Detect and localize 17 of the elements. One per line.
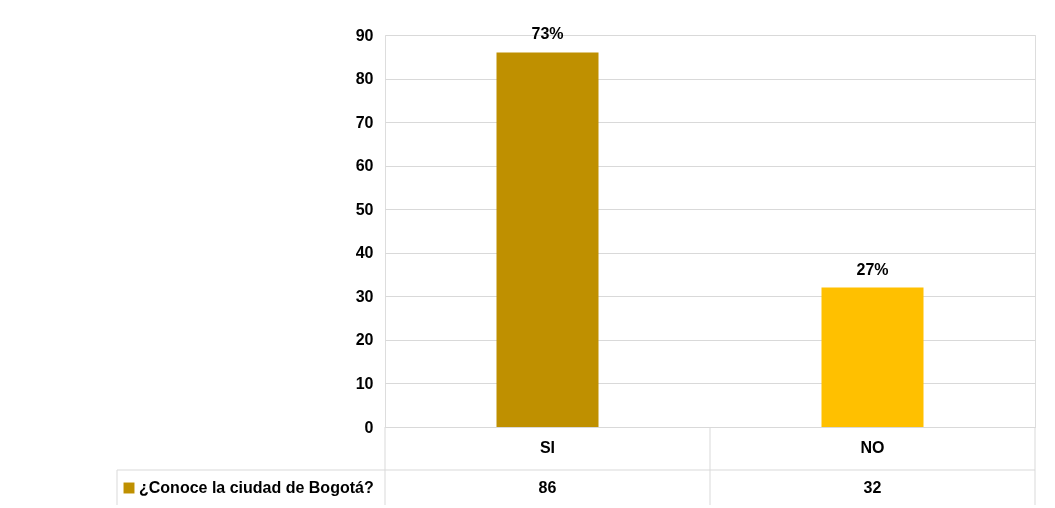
y-tick-label: 80	[355, 70, 374, 88]
y-tick-label: 70	[355, 113, 374, 131]
annotation: 27%	[856, 260, 889, 278]
y-tick-label: 20	[355, 331, 374, 349]
y-tick-label: 60	[355, 157, 374, 175]
x-tick-label: SI	[539, 438, 556, 456]
x-tick-label: NO	[860, 438, 885, 456]
data-label: 86	[538, 479, 557, 496]
y-tick-label: 40	[355, 244, 374, 262]
y-tick-label: 90	[355, 26, 374, 44]
y-tick-label: 0	[364, 418, 374, 436]
annotation: 73%	[531, 25, 564, 43]
y-tick-label: 10	[355, 374, 374, 392]
legend-label: ¿Conoce la ciudad de Bogotá?	[139, 479, 374, 496]
y-tick-label: 30	[355, 287, 374, 305]
y-tick-label: 50	[355, 200, 374, 218]
data-label: 32	[863, 479, 882, 496]
